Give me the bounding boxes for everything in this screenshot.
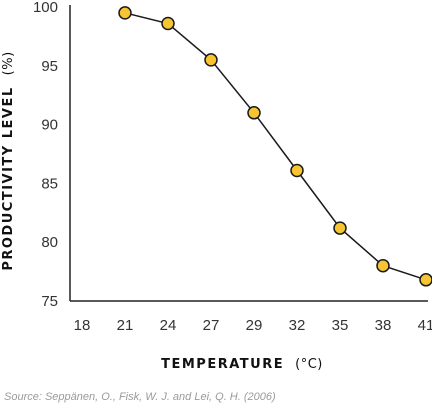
x-tick-label: 38 <box>375 317 392 334</box>
data-point <box>333 221 347 235</box>
x-axis-tick-labels: 18 21 24 27 29 32 35 38 41 <box>74 317 432 334</box>
x-tick-label: 24 <box>160 317 177 334</box>
y-tick-label: 95 <box>41 58 58 75</box>
x-axis-label: TEMPERATURE <box>161 357 284 372</box>
data-point <box>419 273 432 287</box>
y-tick-label: 90 <box>41 117 58 134</box>
data-point <box>376 258 390 273</box>
data-point <box>290 163 304 178</box>
data-point <box>247 106 261 120</box>
y-tick-label: 85 <box>41 175 58 192</box>
y-tick-label: 100 <box>33 0 58 16</box>
x-tick-label: 35 <box>332 317 349 334</box>
series-line <box>124 12 427 281</box>
x-tick-label: 27 <box>203 317 220 334</box>
x-tick-label: 21 <box>117 317 134 334</box>
x-tick-label: 29 <box>246 317 263 334</box>
x-tick-label: 18 <box>74 317 91 334</box>
productivity-series <box>118 6 432 287</box>
data-point <box>204 53 218 67</box>
x-axis-unit: (°C) <box>295 357 323 372</box>
x-tick-label: 41 <box>418 317 432 334</box>
y-tick-label: 75 <box>41 293 58 310</box>
y-tick-label: 80 <box>41 234 58 251</box>
x-tick-label: 32 <box>289 317 306 334</box>
x-axis-title: TEMPERATURE (°C) <box>161 357 323 372</box>
y-axis-tick-labels: 75 80 85 90 95 100 <box>33 0 58 310</box>
source-note: Source: Seppänen, O., Fisk, W. J. and Le… <box>4 391 276 403</box>
y-axis-title: PRODUCTIVITY LEVEL (%) <box>1 51 16 270</box>
data-point <box>161 16 175 31</box>
y-axis-unit: (%) <box>1 51 16 75</box>
data-point <box>118 6 132 20</box>
y-axis-label: PRODUCTIVITY LEVEL <box>1 86 16 270</box>
